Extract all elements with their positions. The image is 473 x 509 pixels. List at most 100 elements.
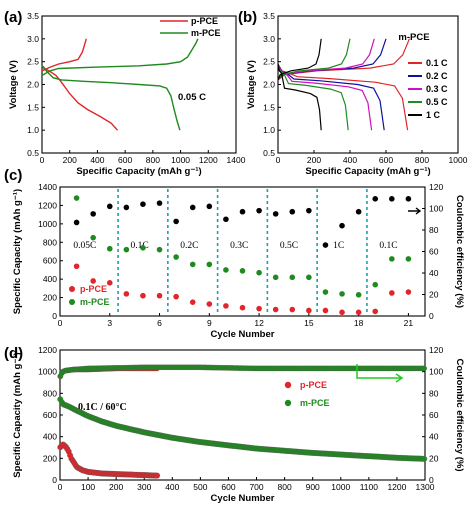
point-p-PCE bbox=[405, 289, 412, 295]
legend-entry: p-PCE bbox=[300, 380, 327, 390]
legend-swatch bbox=[69, 299, 75, 305]
x-tick-label: 100 bbox=[81, 482, 95, 492]
point-m-PCE bbox=[239, 268, 246, 274]
point-ce bbox=[355, 208, 362, 215]
legend-entry: 0.2 C bbox=[426, 71, 448, 81]
x-tick-label: 1400 bbox=[227, 155, 246, 165]
rate-label: 0.1C bbox=[131, 241, 149, 251]
y-right-tick-label: 0 bbox=[429, 475, 434, 485]
x-tick-label: 600 bbox=[221, 482, 235, 492]
legend-entry: 0.3 C bbox=[426, 84, 448, 94]
y-tick-label: 400 bbox=[43, 274, 57, 284]
y-tick-label: 1.5 bbox=[27, 102, 39, 112]
y-tick-label: 400 bbox=[43, 432, 57, 442]
series-line-1 C bbox=[277, 63, 322, 131]
y-tick-label: 1000 bbox=[38, 219, 57, 229]
x-tick-label: 300 bbox=[137, 482, 151, 492]
legend-entry: m-PCE bbox=[191, 28, 221, 38]
point-m-PCE bbox=[322, 289, 329, 295]
point-p-PCE bbox=[140, 292, 146, 299]
x-tick-label: 1300 bbox=[416, 482, 435, 492]
y-tick-label: 1200 bbox=[38, 345, 57, 355]
legend-swatch bbox=[284, 399, 292, 407]
legend-entry: 1 C bbox=[426, 110, 441, 120]
x-tick-label: 800 bbox=[278, 482, 292, 492]
series-line-m-PCE bbox=[41, 38, 199, 77]
x-tick-label: 900 bbox=[306, 482, 320, 492]
point-ce bbox=[123, 204, 130, 211]
x-axis-label: Cycle Number bbox=[211, 493, 275, 504]
panel-b: 0 200 400 600 800 1000 0.5 1.0 1.5 2.0 2.5 3.0 3.5 Sp… bbox=[238, 9, 468, 177]
legend-entry: m-PCE bbox=[80, 297, 110, 307]
point-p-PCE bbox=[173, 293, 179, 300]
annotation: 0.1C / 60°C bbox=[78, 402, 127, 413]
x-tick-label: 600 bbox=[118, 155, 132, 165]
legend-entry: m-PCE bbox=[300, 398, 330, 408]
point-ce bbox=[140, 201, 146, 207]
x-tick-label: 12 bbox=[254, 318, 264, 328]
y-tick-label: 1.5 bbox=[263, 102, 275, 112]
y-tick-label: 3.5 bbox=[27, 11, 39, 21]
panel-c: 0 3 6 9 12 15 18 210200400600800100012001400Cyc… bbox=[4, 167, 465, 340]
point-ce bbox=[189, 204, 196, 211]
point-m-PCE bbox=[173, 254, 179, 260]
point-ce bbox=[339, 222, 345, 229]
x-tick-label: 1000 bbox=[331, 482, 350, 492]
point-p-PCE bbox=[272, 306, 279, 313]
x-tick-label: 1000 bbox=[171, 155, 190, 165]
y-tick-label: 1400 bbox=[38, 182, 57, 192]
point-m-PCE bbox=[106, 245, 113, 252]
point-m-PCE bbox=[372, 281, 379, 288]
y-tick-label: 0.5 bbox=[263, 148, 275, 158]
x-tick-label: 15 bbox=[304, 318, 314, 328]
y-right-tick-label: 120 bbox=[429, 345, 443, 355]
x-tick-label: 400 bbox=[90, 155, 104, 165]
x-tick-label: 21 bbox=[404, 318, 414, 328]
panel-label-d: (d) bbox=[4, 345, 23, 362]
y-tick-label: 2.5 bbox=[27, 57, 39, 67]
x-axis-label: Specific Capacity (mAh g⁻¹) bbox=[305, 166, 430, 177]
y-right-tick-label: 0 bbox=[429, 311, 434, 321]
y-axis-label: Specific Capacity (mAh g⁻¹) bbox=[12, 189, 23, 314]
x-tick-label: 0 bbox=[58, 482, 63, 492]
point-p-PCE bbox=[223, 303, 229, 309]
y-right-tick-label: 80 bbox=[429, 388, 439, 398]
x-tick-label: 1000 bbox=[449, 155, 468, 165]
series-line-p-PCE bbox=[41, 64, 119, 131]
x-tick-label: 800 bbox=[146, 155, 160, 165]
y-right-tick-label: 20 bbox=[429, 290, 439, 300]
x-tick-label: 3 bbox=[107, 318, 112, 328]
y-tick-label: 200 bbox=[43, 453, 57, 463]
annotation: 0.05 C bbox=[178, 92, 206, 103]
y-tick-label: 3.0 bbox=[27, 34, 39, 44]
point-m-PCE bbox=[405, 256, 412, 262]
x-tick-label: 0 bbox=[58, 318, 63, 328]
x-tick-label: 6 bbox=[157, 318, 162, 328]
point-p-PCE bbox=[189, 299, 196, 305]
y-tick-label: 1.0 bbox=[27, 125, 39, 135]
rate-label: 0.3C bbox=[230, 241, 248, 251]
y-right-tick-label: 40 bbox=[429, 268, 439, 278]
panel-a: 0 200 400 600 800 1000 1200 1400 0.5 1.0 1.5 2.0 2.5… bbox=[4, 9, 246, 177]
y-axis-label: Voltage (V) bbox=[246, 60, 257, 109]
point-p-PCE bbox=[73, 263, 80, 270]
plot-frame bbox=[59, 186, 426, 317]
y-tick-label: 1.0 bbox=[263, 125, 275, 135]
point-ce bbox=[90, 211, 96, 217]
point-ce bbox=[239, 208, 246, 215]
point-ce bbox=[223, 216, 229, 223]
point-p-PCE bbox=[389, 290, 395, 296]
y-tick-label: 200 bbox=[43, 293, 57, 303]
legend-swatch bbox=[284, 381, 292, 389]
y-tick-label: 1000 bbox=[38, 367, 57, 377]
legend-swatch bbox=[69, 286, 75, 292]
legend-entry: p-PCE bbox=[191, 16, 218, 26]
point-ce bbox=[156, 200, 163, 206]
y-tick-label: 3.5 bbox=[263, 11, 275, 21]
point-p-PCE bbox=[306, 307, 312, 314]
point-ce bbox=[389, 196, 395, 202]
point-ce bbox=[73, 219, 80, 226]
point-p-PCE bbox=[289, 306, 296, 313]
series-line-1 C bbox=[277, 38, 322, 81]
rate-label: 1C bbox=[333, 241, 344, 251]
